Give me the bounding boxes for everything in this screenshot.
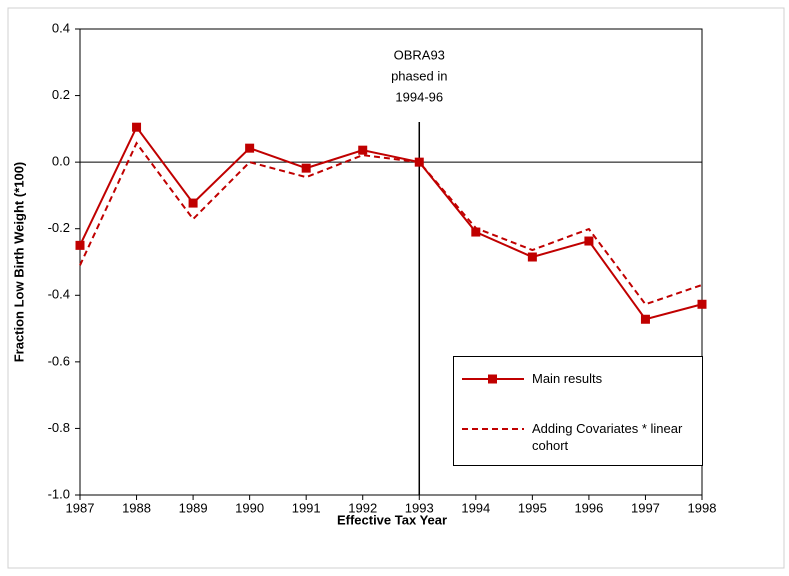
series-line: [79, 125, 703, 321]
x-tick-label: 1991: [292, 500, 321, 515]
frame: [7, 7, 785, 569]
point: [527, 252, 537, 262]
x-tick-label: 1990: [235, 500, 264, 515]
x-tick-label: 1988: [122, 500, 151, 515]
y-tick-label: -0.6: [48, 353, 70, 368]
y-tick-label: 0.0: [52, 154, 70, 169]
y-tick-label: -0.8: [48, 420, 70, 435]
x-tick-label: 1992: [348, 500, 377, 515]
annotation-text: OBRA93: [394, 47, 445, 62]
x-tick-label: 1993: [405, 500, 434, 515]
legend: Main results Adding Covariates * linear …: [453, 356, 703, 466]
point: [697, 299, 707, 309]
plot-area: [79, 28, 703, 496]
point: [358, 145, 368, 155]
legend-label: Main results: [532, 371, 603, 386]
x-tick-label: 1997: [631, 500, 660, 515]
x-tick-label: 1998: [688, 500, 717, 515]
x-tick-label: 1996: [574, 500, 603, 515]
point: [584, 236, 594, 246]
y-axis-title: Fraction Low Birth Weight (*100): [11, 162, 26, 363]
annotation-text: 1994-96: [395, 89, 443, 104]
point: [188, 198, 198, 208]
point: [75, 240, 85, 250]
y-tick-label: -1.0: [48, 486, 70, 501]
y-tick-label: 0.4: [52, 20, 70, 35]
x-tick-label: 1994: [461, 500, 490, 515]
legend-keys: [462, 374, 524, 430]
point: [471, 227, 481, 237]
point: [132, 122, 142, 132]
series-line: [79, 141, 703, 306]
x-tick-label: 1995: [518, 500, 547, 515]
annotation-text: phased in: [391, 68, 447, 83]
point: [245, 143, 255, 153]
y-tick-label: 0.2: [52, 87, 70, 102]
x-tick-label: 1987: [66, 500, 95, 515]
legend-label: Adding Covariates * linear cohort: [532, 421, 683, 453]
y-tick-label: -0.4: [48, 287, 70, 302]
point: [640, 314, 650, 324]
y-tick-label: -0.2: [48, 220, 70, 235]
legend-marker: [488, 374, 497, 384]
point: [301, 163, 311, 173]
x-tick-label: 1989: [179, 500, 208, 515]
x-axis-title: Effective Tax Year: [337, 512, 447, 527]
